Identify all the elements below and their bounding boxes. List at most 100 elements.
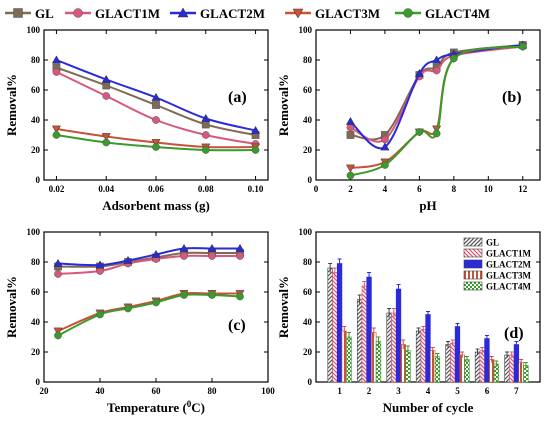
data-point-gl xyxy=(346,131,355,139)
legend-label-glact1m: GLACT1M xyxy=(95,6,160,21)
y-tick-label: 60 xyxy=(303,287,313,297)
bar-gl xyxy=(386,312,392,383)
y-tick-label: 80 xyxy=(303,257,313,267)
legend-marker-glact2m xyxy=(177,7,189,18)
y-axis-label: Removal% xyxy=(276,74,291,136)
bar-legend-swatch-glact2m xyxy=(463,259,483,269)
data-point-glact4m xyxy=(518,42,527,51)
data-point-glact1m xyxy=(381,135,389,144)
data-point-glact4m xyxy=(449,54,458,63)
legend-label-glact3m: GLACT3M xyxy=(315,6,380,21)
bar-glact3m xyxy=(400,344,406,383)
data-point-glact4m xyxy=(54,331,62,340)
data-point-glact4m xyxy=(180,291,188,299)
data-point-glact4m xyxy=(201,146,210,154)
y-tick-label: 60 xyxy=(31,85,41,95)
bar-legend-swatch-glact3m xyxy=(463,270,483,280)
data-point-glact1m xyxy=(54,270,62,278)
bar-glact4m xyxy=(434,356,441,383)
data-point-glact4m xyxy=(124,304,132,313)
x-tick-label: 0.10 xyxy=(248,184,264,194)
bar-glact4m xyxy=(346,336,352,383)
x-tick-label: 5 xyxy=(455,386,460,396)
x-tick-label: 4 xyxy=(426,386,431,396)
chart-panel-b: 0 20 40 60 80 100 Removal% 0 2 4 6 8 10 12 (b) pH xyxy=(276,25,541,213)
data-point-glact4m xyxy=(152,143,160,151)
y-tick-label: 40 xyxy=(31,317,41,327)
y-tick-label: 40 xyxy=(31,115,41,125)
bar-glact1m xyxy=(332,272,338,383)
bar-legend-swatch-glact1m xyxy=(463,248,483,258)
y-tick-label: 0 xyxy=(308,175,313,185)
bar-legend-label-glact2m: GLACT2M xyxy=(486,260,532,270)
data-point-gl xyxy=(152,101,160,109)
y-tick-label: 20 xyxy=(31,145,41,155)
bar-glact3m xyxy=(489,359,495,383)
data-point-glact1m xyxy=(236,252,244,260)
x-tick-label: 40 xyxy=(96,386,106,396)
x-tick-label: 4 xyxy=(383,184,388,194)
data-point-gl xyxy=(102,81,111,90)
data-point-glact1m xyxy=(208,252,216,260)
x-axis-label: Temperature (0C) xyxy=(107,399,205,415)
data-point-glact2m xyxy=(251,125,261,134)
data-point-glact4m xyxy=(96,310,104,319)
x-tick-label: 0.06 xyxy=(148,184,164,194)
x-tick-label: 20 xyxy=(40,386,50,396)
data-point-glact1m xyxy=(432,66,441,75)
x-tick-label: 0.02 xyxy=(49,184,65,194)
x-tick-label: 6 xyxy=(485,386,490,396)
data-point-glact2m xyxy=(179,243,189,252)
panel-label: (b) xyxy=(502,89,522,106)
x-tick-label: 8 xyxy=(452,184,457,194)
data-point-glact4m xyxy=(432,129,441,138)
x-tick-label: 2 xyxy=(348,184,353,194)
x-tick-label: 7 xyxy=(514,386,519,396)
panel-label: (c) xyxy=(228,317,246,334)
bar-glact1m xyxy=(361,285,367,383)
data-point-glact2m xyxy=(235,243,245,252)
data-point-glact2m xyxy=(345,116,355,125)
legend-marker-glact4m xyxy=(403,8,413,18)
y-tick-label: 0 xyxy=(308,377,313,387)
bar-glact2m xyxy=(425,314,431,383)
bar-glact2m xyxy=(366,276,372,383)
data-point-glact4m xyxy=(52,131,61,139)
y-tick-label: 0 xyxy=(36,175,41,185)
plot-frame xyxy=(315,29,541,181)
data-point-gl xyxy=(201,120,210,129)
y-tick-label: 100 xyxy=(299,25,313,35)
data-point-glact2m xyxy=(53,258,63,267)
bar-legend-label-glact3m: GLACT3M xyxy=(486,271,532,281)
data-point-glact3m xyxy=(151,139,161,148)
bar-glact4m xyxy=(405,350,411,383)
y-axis-label: Removal% xyxy=(4,74,19,136)
data-point-glact2m xyxy=(95,260,105,269)
data-point-glact2m xyxy=(201,113,211,122)
data-point-glact2m xyxy=(414,68,424,77)
y-tick-label: 80 xyxy=(31,55,41,65)
data-point-glact2m xyxy=(207,243,217,252)
y-tick-label: 60 xyxy=(303,85,313,95)
legend-label-glact2m: GLACT2M xyxy=(200,6,265,21)
x-tick-label: 12 xyxy=(518,184,528,194)
top-legend: GL GLACT1M GLACT2M GLACT3M GLACT4M xyxy=(5,6,490,21)
chart-panel-a: 0 20 40 60 80 100 Removal% 0.02 0.04 0.06 0.08 0.10… xyxy=(4,25,269,213)
x-tick-label: 0.04 xyxy=(98,184,114,194)
bar-glact1m xyxy=(450,342,456,383)
bar-glact3m xyxy=(430,350,436,383)
x-tick-label: 1 xyxy=(337,386,342,396)
bar-legend-label-gl: GL xyxy=(486,238,499,248)
data-point-glact1m xyxy=(180,252,188,260)
x-tick-label: 60 xyxy=(152,386,162,396)
y-tick-label: 80 xyxy=(303,55,313,65)
legend-marker-glact1m xyxy=(73,8,83,18)
x-tick-label: 3 xyxy=(396,386,401,396)
y-tick-label: 100 xyxy=(27,25,41,35)
x-tick-label: 6 xyxy=(417,184,422,194)
data-point-glact2m xyxy=(123,255,133,264)
y-tick-label: 20 xyxy=(303,145,313,155)
y-tick-label: 40 xyxy=(303,115,313,125)
bar-legend-label-glact1m: GLACT1M xyxy=(486,249,532,259)
